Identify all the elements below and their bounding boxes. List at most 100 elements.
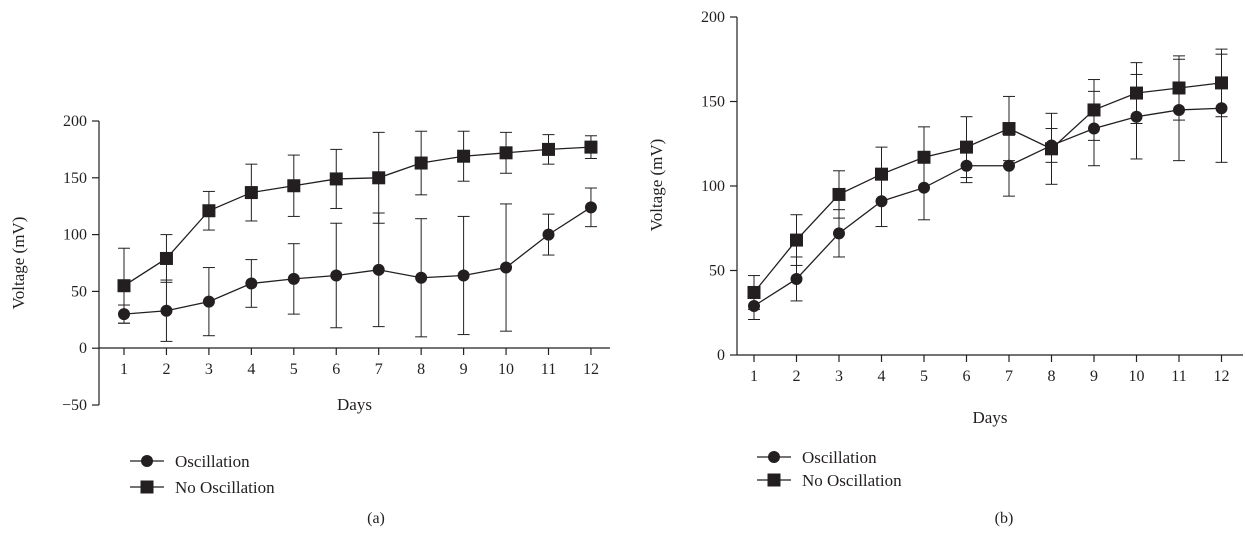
x-tick-label: 9 (1090, 368, 1098, 385)
data-point-circle (415, 271, 428, 284)
data-point-circle (584, 201, 597, 214)
data-point-square (875, 167, 888, 181)
x-tick-label: 6 (963, 368, 971, 385)
legend-label: Oscillation (802, 448, 877, 467)
y-tick-label: 150 (701, 94, 725, 111)
x-tick-label: 5 (290, 361, 298, 378)
data-point-square (1087, 103, 1101, 117)
x-axis-label: Days (337, 395, 372, 414)
legend: Oscillation No Oscillation (130, 452, 275, 497)
legend-item-circle: Oscillation (757, 448, 877, 467)
y-tick-label: 200 (701, 9, 725, 26)
legend-marker-circle (141, 455, 153, 467)
data-point-square (117, 279, 131, 293)
x-tick-label: 3 (205, 361, 213, 378)
data-point-square (329, 172, 343, 186)
data-point-circle (245, 277, 258, 290)
x-axis-label: Days (973, 408, 1008, 427)
y-tick-label: 50 (71, 283, 87, 300)
x-tick-label: 7 (1005, 368, 1013, 385)
data-point-square (372, 171, 386, 185)
data-point-circle (457, 269, 470, 282)
x-tick-label: 3 (835, 368, 843, 385)
data-point-circle (202, 295, 215, 308)
y-axis-label: Voltage (mV) (9, 217, 28, 310)
data-point-square (960, 140, 973, 154)
y-tick-label: 50 (709, 263, 725, 280)
series-circle (118, 187, 597, 342)
data-point-circle (160, 304, 173, 317)
data-point-circle (542, 228, 555, 241)
data-point-square (457, 149, 471, 163)
x-tick-label: 10 (498, 361, 514, 378)
data-point-square (159, 251, 173, 265)
x-tick-label: 8 (417, 361, 425, 378)
data-point-square (1130, 86, 1143, 100)
legend-label: Oscillation (175, 452, 250, 471)
series-square (747, 48, 1228, 310)
data-point-square (414, 156, 428, 170)
x-tick-label: 6 (332, 361, 340, 378)
x-tick-label: 4 (247, 361, 255, 378)
data-point-square (747, 285, 761, 299)
x-tick-label: 11 (541, 361, 556, 378)
x-tick-label: 1 (750, 368, 758, 385)
legend-item-square: No Oscillation (757, 471, 902, 490)
y-tick-label: 100 (701, 178, 725, 195)
x-tick-label: 10 (1129, 368, 1145, 385)
data-point-circle (500, 261, 513, 274)
data-point-circle (790, 272, 803, 285)
y-tick-label: 200 (63, 113, 87, 130)
data-point-square (1215, 76, 1228, 90)
data-point-square (832, 187, 846, 201)
y-tick-label: 100 (63, 227, 87, 244)
series-line (123, 146, 591, 287)
data-point-square (917, 150, 931, 164)
data-point-square (790, 233, 803, 247)
data-point-circle (1003, 159, 1015, 172)
y-tick-label: −50 (62, 397, 87, 414)
data-point-circle (330, 269, 343, 282)
data-point-circle (287, 272, 300, 285)
x-tick-label: 12 (583, 361, 599, 378)
data-point-square (542, 142, 555, 156)
legend-label: No Oscillation (802, 471, 902, 490)
panel-label: (a) (367, 510, 385, 527)
x-tick-label: 2 (162, 361, 170, 378)
x-tick-label: 1 (120, 361, 128, 378)
y-axis-label: Voltage (mV) (647, 139, 666, 232)
x-tick-label: 11 (1171, 368, 1186, 385)
x-tick-label: 9 (460, 361, 468, 378)
data-point-square (244, 186, 258, 200)
x-tick-label: 2 (793, 368, 801, 385)
y-tick-label: 0 (717, 347, 725, 364)
series-circle (748, 53, 1228, 321)
legend-item-square: No Oscillation (130, 478, 275, 497)
x-tick-label: 4 (878, 368, 886, 385)
panel-label: (b) (995, 510, 1014, 527)
legend-marker-circle (768, 451, 780, 463)
data-point-square (499, 146, 513, 160)
data-point-square (287, 179, 301, 193)
legend-label: No Oscillation (175, 478, 275, 497)
series-line (753, 107, 1222, 307)
series-line (123, 206, 592, 315)
y-tick-label: 150 (63, 170, 87, 187)
data-point-square (202, 204, 216, 218)
legend-item-circle: Oscillation (130, 452, 250, 471)
legend-marker-square (767, 473, 781, 487)
x-tick-label: 7 (375, 361, 383, 378)
data-point-square (1045, 142, 1058, 156)
data-point-circle (833, 227, 845, 240)
data-point-square (584, 140, 598, 154)
legend: Oscillation No Oscillation (757, 448, 902, 490)
y-tick-label: 0 (79, 340, 87, 357)
data-point-circle (372, 263, 385, 276)
x-tick-label: 5 (920, 368, 928, 385)
series-square (117, 130, 598, 324)
data-point-square (1002, 122, 1016, 136)
data-point-square (1172, 81, 1186, 95)
